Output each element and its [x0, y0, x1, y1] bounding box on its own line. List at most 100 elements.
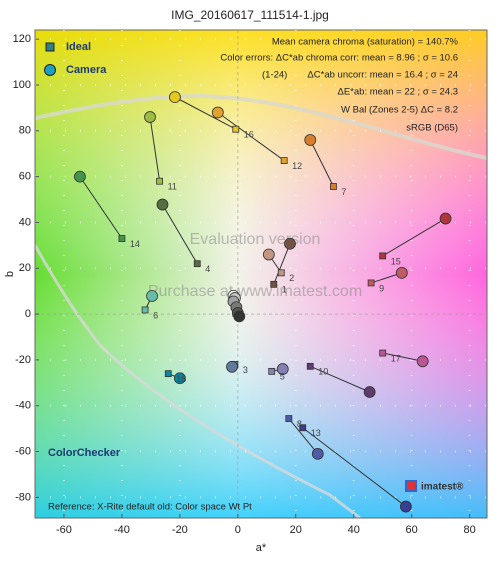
chart-title: IMG_20160617_111514-1.jpg: [171, 8, 329, 22]
annotation: sRGB (D65): [406, 123, 458, 134]
ideal-point: [280, 157, 288, 164]
patch-label: 10: [318, 367, 328, 377]
error-connector: [382, 218, 446, 257]
patch-label: 6: [153, 310, 158, 320]
ideal-point: [299, 424, 307, 432]
ideal-point: [232, 125, 240, 133]
y-tick-label: -60: [15, 445, 31, 457]
y-tick-label: 120: [13, 33, 31, 45]
error-connector: [288, 418, 319, 455]
camera-point: [311, 447, 324, 460]
ideal-point: [193, 260, 201, 268]
camera-point: [395, 266, 408, 279]
patch-label: 2: [289, 273, 294, 283]
camera-point: [284, 237, 296, 250]
patch-label: 7: [341, 187, 346, 197]
patch-label: 9: [379, 283, 384, 293]
x-tick-label: -60: [56, 524, 72, 536]
x-axis-label: a*: [256, 542, 267, 554]
patch-label: 1: [282, 285, 287, 295]
camera-point: [144, 111, 156, 123]
y-tick-label: 20: [19, 262, 31, 274]
x-tick-label: -20: [172, 524, 188, 536]
annotation: ΔE*ab: mean = 22 ; σ = 24.3: [338, 87, 458, 98]
annotation: Mean camera chroma (saturation) = 140.7%: [272, 37, 459, 48]
patch-label: 5: [280, 372, 285, 382]
legend-marker: [45, 42, 55, 52]
patch-label: 18: [176, 374, 186, 384]
y-tick-label: -20: [15, 354, 31, 366]
ideal-point: [118, 235, 126, 242]
ideal-point: [164, 370, 172, 378]
camera-point: [146, 290, 158, 302]
camera-point: [416, 355, 429, 368]
patch-label: 4: [205, 264, 210, 274]
patch-label: 15: [391, 256, 401, 266]
camera-point: [156, 198, 169, 211]
legend-label: Ideal: [66, 41, 91, 53]
camera-point: [363, 386, 376, 398]
annotation: (1-24): [262, 70, 287, 81]
x-tick-label: 40: [348, 524, 360, 536]
error-connector: [217, 112, 285, 161]
error-connector: [302, 427, 407, 507]
camera-point: [233, 310, 246, 323]
patch-label: 13: [311, 428, 321, 438]
camera-point: [399, 500, 412, 513]
error-connector: [174, 96, 237, 130]
reference-note: Reference: X-Rite default old: Color spa…: [48, 502, 252, 513]
ideal-point: [141, 306, 149, 314]
camera-point: [173, 372, 186, 385]
error-connector: [273, 243, 291, 285]
patch-label: 14: [130, 239, 140, 249]
legend-label: Camera: [66, 64, 107, 76]
error-connector: [382, 352, 423, 362]
patch-label: 16: [244, 130, 254, 140]
plot-layer: -60 -40 -20 0 20 40 60 80 -80 -60 -40 -20 0 20 40 60 80 1…: [4, 30, 487, 554]
y-tick-label: -40: [15, 400, 31, 412]
y-tick-label: 80: [19, 125, 31, 137]
y-tick-label: 100: [13, 79, 31, 91]
patch-label: 12: [292, 161, 302, 171]
ideal-point: [270, 280, 278, 288]
y-tick-label: 40: [19, 216, 31, 228]
logo: imatest®: [421, 482, 464, 493]
ideal-point: [330, 183, 337, 190]
ideal-point: [379, 349, 387, 357]
error-connector: [309, 139, 334, 187]
camera-point: [226, 360, 238, 373]
error-connector: [79, 176, 123, 239]
plot-frame: [34, 29, 488, 519]
camera-point: [74, 170, 86, 183]
watermark: Evaluation version: [190, 231, 321, 248]
watermark: Purchase at www.imatest.com: [148, 283, 362, 300]
patch-label: 8: [297, 419, 302, 429]
camera-point: [169, 91, 181, 104]
error-connector: [149, 116, 161, 182]
ideal-point: [379, 252, 387, 260]
camera-point: [304, 134, 317, 146]
annotation: ΔC*ab uncorr: mean = 16.4 ; σ = 24: [307, 70, 458, 81]
y-axis-label: b: [4, 271, 16, 277]
logo-icon: [405, 480, 417, 492]
patch-label: 17: [391, 353, 401, 363]
chart-label: ColorChecker: [48, 447, 121, 459]
ideal-point: [268, 367, 276, 375]
camera-point: [439, 212, 452, 225]
patch-label: 3: [243, 365, 248, 375]
y-tick-label: 0: [25, 308, 31, 320]
ideal-point: [156, 177, 163, 185]
error-connector: [310, 365, 370, 393]
patch-label: 11: [168, 182, 177, 192]
error-connector: [162, 204, 198, 264]
ideal-point: [285, 415, 293, 422]
y-tick-label: -80: [15, 491, 31, 503]
x-tick-label: 80: [463, 524, 475, 536]
x-tick-label: -40: [114, 524, 130, 536]
x-tick-label: 20: [290, 524, 302, 536]
x-tick-label: 0: [235, 524, 241, 536]
annotation: W Bal (Zones 2-5) ΔC = 8.2: [341, 105, 458, 116]
ideal-point: [277, 269, 285, 277]
ideal-point: [306, 362, 314, 370]
